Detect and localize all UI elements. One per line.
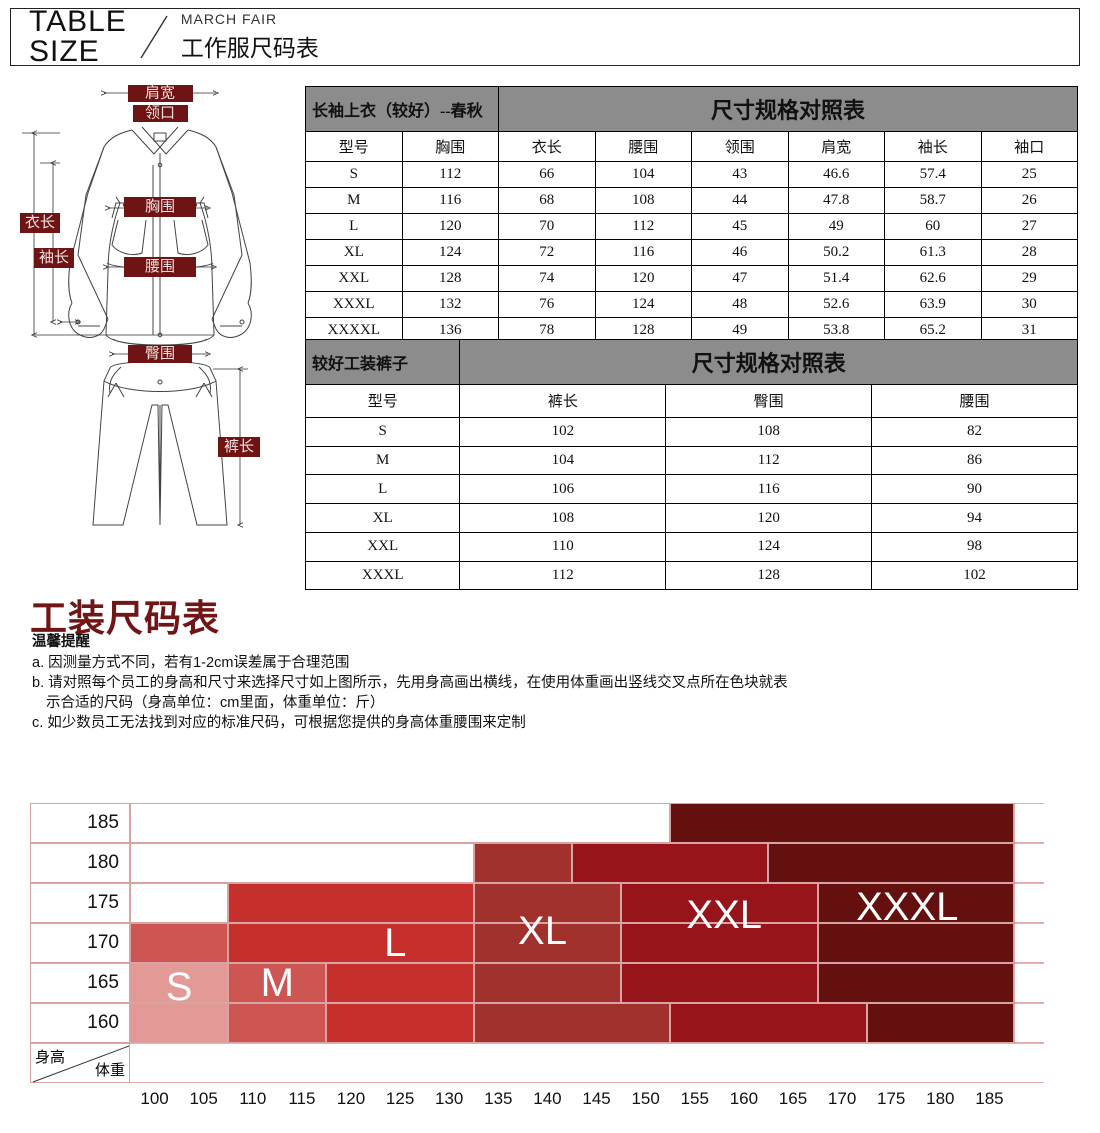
svg-text:袖长: 袖长 bbox=[39, 249, 69, 266]
svg-text:裤长: 裤长 bbox=[224, 438, 254, 455]
svg-text:胸围: 胸围 bbox=[145, 198, 175, 215]
svg-text:领口: 领口 bbox=[145, 105, 175, 122]
svg-text:腰围: 腰围 bbox=[145, 258, 175, 275]
svg-text:臀围: 臀围 bbox=[145, 345, 175, 362]
svg-text:肩宽: 肩宽 bbox=[145, 85, 175, 102]
svg-text:衣长: 衣长 bbox=[25, 214, 55, 231]
